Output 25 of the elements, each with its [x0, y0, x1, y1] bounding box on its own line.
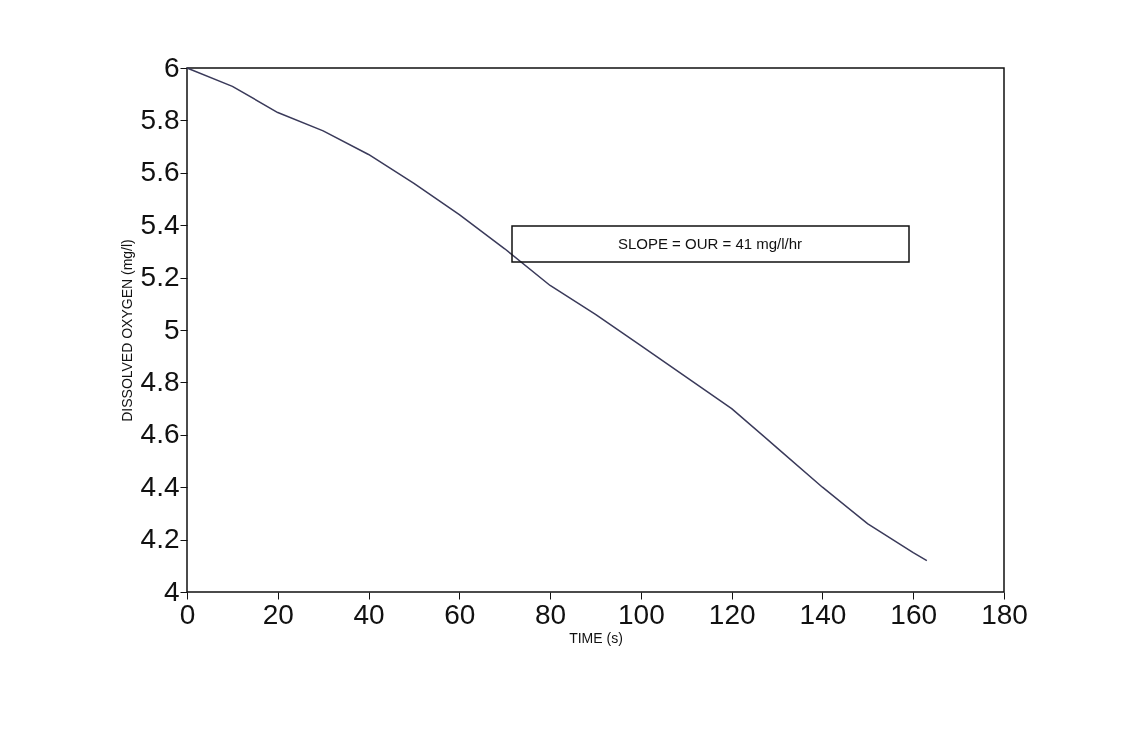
- y-tick-label: 5.2: [140, 261, 180, 293]
- annotation: SLOPE = OUR = 41 mg/l/hr: [617, 235, 803, 252]
- x-axis-title: TIME (s): [569, 629, 623, 646]
- x-tick-label: 40: [353, 598, 385, 630]
- x-tick-label: 140: [799, 598, 847, 630]
- y-axis-title: DISSOLVED OXYGEN (mg/l): [118, 239, 135, 422]
- x-tick-label: 0: [179, 598, 196, 630]
- y-tick-label: 6: [163, 51, 180, 83]
- y-tick-label: 4.8: [140, 365, 180, 397]
- line-series: [186, 67, 928, 562]
- y-tick-label: 4.6: [140, 418, 180, 450]
- x-tick-label: 20: [262, 598, 294, 630]
- x-tick-label: 120: [708, 598, 756, 630]
- y-tick-label: 5.4: [140, 208, 180, 240]
- x-tick-label: 80: [535, 598, 567, 630]
- x-tick-label: 60: [444, 598, 476, 630]
- x-tick-label: 100: [618, 598, 665, 630]
- x-tick-label: 180: [981, 598, 1028, 630]
- x-tick-label: 160: [890, 598, 938, 630]
- y-tick-label: 5.8: [140, 103, 180, 135]
- y-tick-label: 4.4: [140, 470, 180, 502]
- y-tick-label: 4.2: [140, 523, 180, 555]
- y-tick-label: 5.6: [140, 156, 180, 188]
- y-tick-label: 5: [163, 313, 180, 345]
- y-tick-label: 4: [163, 575, 180, 607]
